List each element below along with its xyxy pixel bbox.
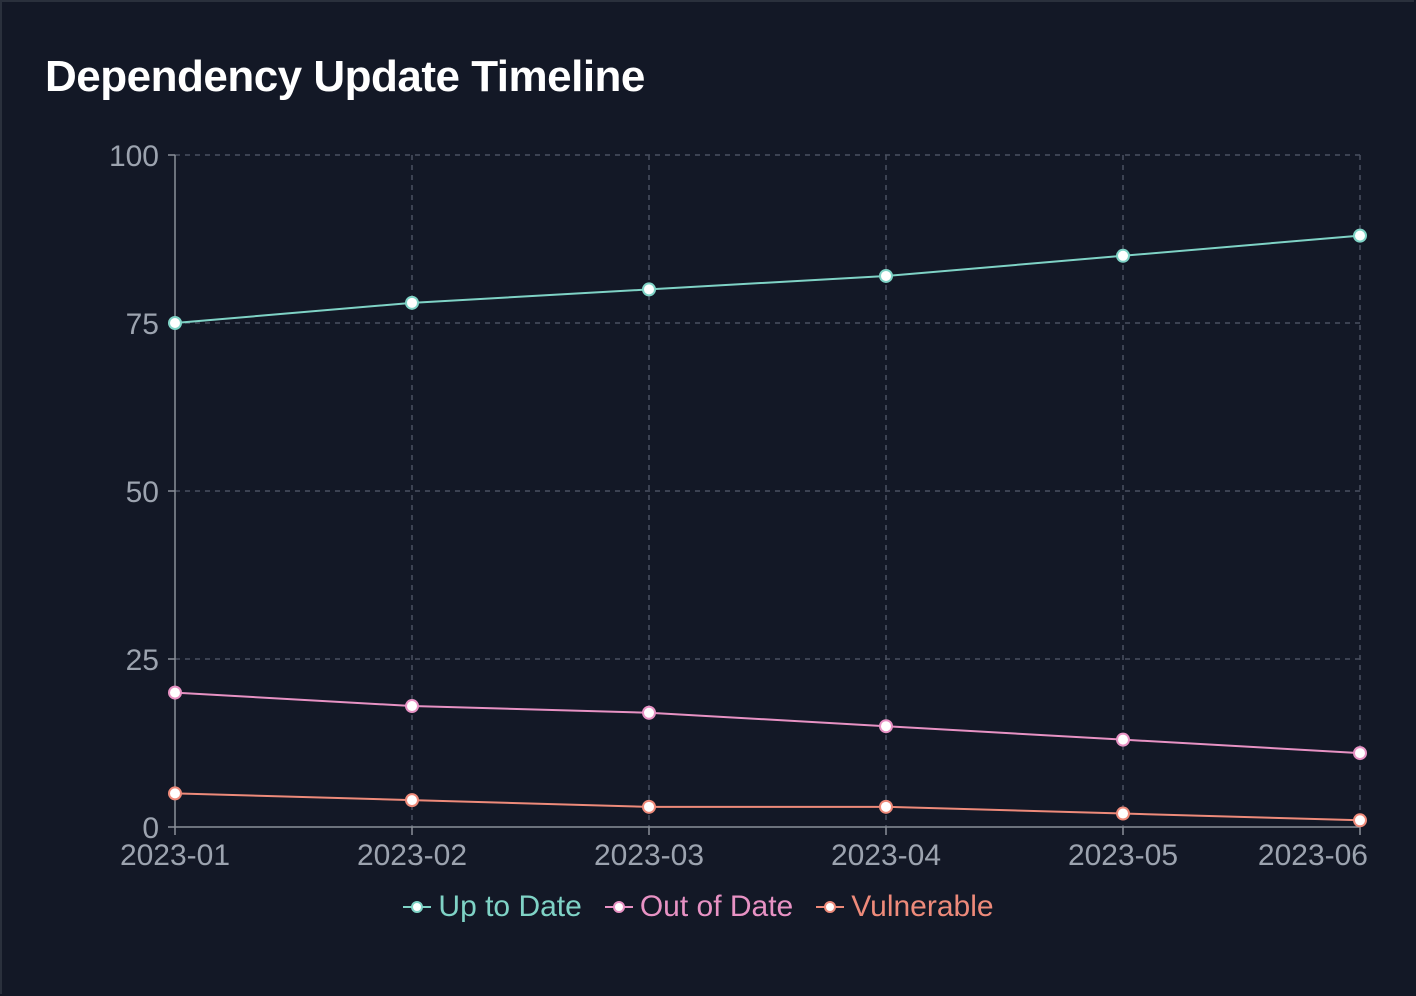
x-tick-label: 2023-04: [831, 839, 941, 872]
data-point-out-of-date[interactable]: [642, 705, 656, 720]
data-point-vulnerable[interactable]: [168, 786, 182, 801]
y-tick-label: 100: [109, 140, 159, 173]
legend-swatch-icon: [403, 901, 432, 913]
legend-label: Up to Date: [438, 890, 582, 923]
data-point-vulnerable[interactable]: [1116, 806, 1130, 821]
data-point-vulnerable[interactable]: [642, 799, 656, 814]
x-tick-label: 2023-01: [120, 839, 230, 872]
series-lines: [168, 228, 1367, 828]
x-tick-label: 2023-03: [594, 839, 704, 872]
legend-item-out-of-date[interactable]: Out of Date: [604, 890, 793, 924]
data-point-out-of-date[interactable]: [405, 699, 419, 714]
series-line-vulnerable: [174, 792, 1361, 822]
y-tick-label: 25: [126, 644, 159, 677]
data-point-vulnerable[interactable]: [1353, 813, 1367, 828]
data-point-up-to-date[interactable]: [1116, 248, 1130, 263]
legend-item-vulnerable[interactable]: Vulnerable: [815, 890, 994, 924]
data-point-up-to-date[interactable]: [642, 282, 656, 297]
axes: 0 25 50 75 100 2023-01 2023-02 2023-03 2023-04 20…: [109, 140, 1368, 872]
y-tick-label: 50: [126, 476, 159, 509]
data-point-vulnerable[interactable]: [879, 799, 893, 814]
legend-swatch-icon: [604, 901, 633, 913]
chart-title: Dependency Update Timeline: [45, 52, 645, 101]
data-point-out-of-date[interactable]: [1116, 732, 1130, 747]
data-point-vulnerable[interactable]: [405, 793, 419, 808]
legend-swatch-icon: [816, 901, 845, 913]
data-point-up-to-date[interactable]: [879, 268, 893, 283]
y-tick-label: 75: [126, 308, 159, 341]
series-line-up-to-date: [174, 234, 1361, 324]
grid-lines: [175, 154, 1361, 827]
data-point-up-to-date[interactable]: [405, 295, 419, 310]
x-tick-label: 2023-02: [357, 839, 467, 872]
data-point-up-to-date[interactable]: [1353, 228, 1367, 243]
x-tick-label: 2023-06: [1258, 839, 1368, 872]
legend-label: Out of Date: [639, 890, 794, 923]
series-line-out-of-date: [174, 691, 1361, 755]
data-point-up-to-date[interactable]: [168, 316, 182, 330]
x-tick-label: 2023-05: [1068, 839, 1178, 872]
y-tick-label: 0: [142, 812, 159, 845]
legend-item-up-to-date[interactable]: Up to Date: [402, 890, 582, 924]
data-point-out-of-date[interactable]: [879, 719, 893, 734]
legend-label: Vulnerable: [851, 890, 994, 923]
data-point-out-of-date[interactable]: [1353, 746, 1367, 761]
legend: Up to Date Out of Date Vulnerable: [0, 890, 1396, 924]
data-point-out-of-date[interactable]: [168, 685, 182, 700]
